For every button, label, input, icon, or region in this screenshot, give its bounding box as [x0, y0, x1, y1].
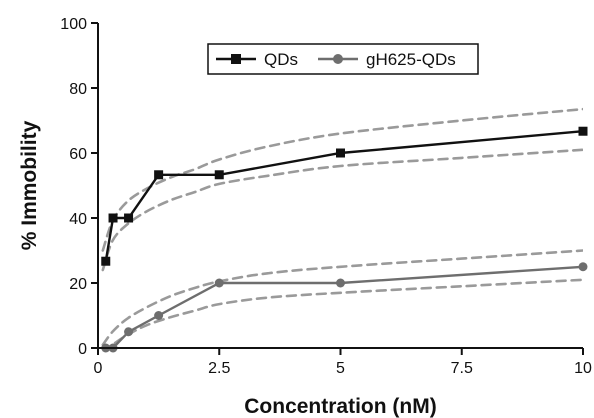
band-group — [101, 107, 583, 348]
data-point — [154, 170, 164, 180]
x-tick-label: 10 — [574, 360, 592, 377]
data-point — [154, 311, 164, 320]
legend: QDs gH625-QDs — [207, 43, 479, 75]
confidence-bands — [101, 107, 583, 348]
y-axis-title: % Immobility — [18, 120, 41, 250]
confidence-band-lower — [101, 148, 583, 272]
legend-marker — [231, 54, 241, 64]
data-point — [124, 213, 134, 223]
y-tick-label: 40 — [69, 211, 87, 228]
confidence-band-upper — [101, 249, 583, 347]
y-tick-label: 60 — [69, 146, 87, 163]
series-layer — [101, 126, 588, 353]
y-tick-label: 0 — [78, 341, 87, 358]
legend-label: QDs — [264, 50, 298, 69]
x-tick-label: 7.5 — [451, 360, 473, 377]
data-point — [578, 262, 588, 272]
data-point — [108, 213, 118, 223]
data-point — [214, 278, 224, 288]
legend-label: gH625-QDs — [366, 50, 456, 69]
confidence-band-upper — [101, 107, 583, 252]
data-point — [124, 327, 134, 337]
series-line — [105, 265, 584, 350]
axes: 0 20 40 60 80 100 0 2.5 5 7.5 10 — [60, 16, 592, 377]
series-gh625-qds — [101, 262, 588, 353]
series-qds — [101, 126, 588, 266]
x-tick-label: 2.5 — [208, 360, 230, 377]
y-tick-label: 80 — [69, 81, 87, 98]
y-tick-label: 20 — [69, 276, 87, 293]
x-tick-label: 0 — [94, 360, 103, 377]
data-point — [336, 148, 345, 158]
x-axis-title: Concentration (nM) — [244, 395, 436, 418]
data-point — [214, 170, 224, 180]
data-point — [336, 278, 345, 288]
data-point — [578, 126, 588, 136]
legend-marker — [333, 54, 343, 64]
data-point — [101, 256, 111, 266]
y-tick-label: 100 — [60, 16, 87, 33]
confidence-band-lower — [105, 278, 583, 348]
x-tick-label: 5 — [336, 360, 345, 377]
